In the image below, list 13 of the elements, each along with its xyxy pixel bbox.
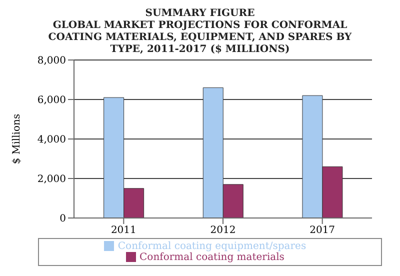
- y-axis-title: $ Millions: [12, 114, 23, 164]
- y-tick-label: 6,000: [37, 95, 66, 106]
- chart-subtitle: GLOBAL MARKET PROJECTIONS FOR CONFORMAL COATING MATERIALS, EQUIPMENT, AND SPARES BY TYPE, 2011-2017 ($ MILLIONS): [47, 20, 353, 56]
- x-tick-label: 2017: [310, 225, 336, 236]
- chart-title: SUMMARY FIGURE: [144, 8, 256, 20]
- y-tick-label: 8,000: [37, 56, 66, 67]
- y-tick-label: 2,000: [37, 174, 66, 186]
- y-tick-label: 4,000: [37, 134, 66, 146]
- y-tick-label: 0: [60, 214, 66, 225]
- legend-label: Conformal coating materials: [140, 252, 284, 263]
- x-tick-label: 2012: [210, 225, 236, 236]
- x-tick-label: 2011: [110, 225, 136, 236]
- legend-label: Conformal coating equipment/spares: [118, 241, 306, 252]
